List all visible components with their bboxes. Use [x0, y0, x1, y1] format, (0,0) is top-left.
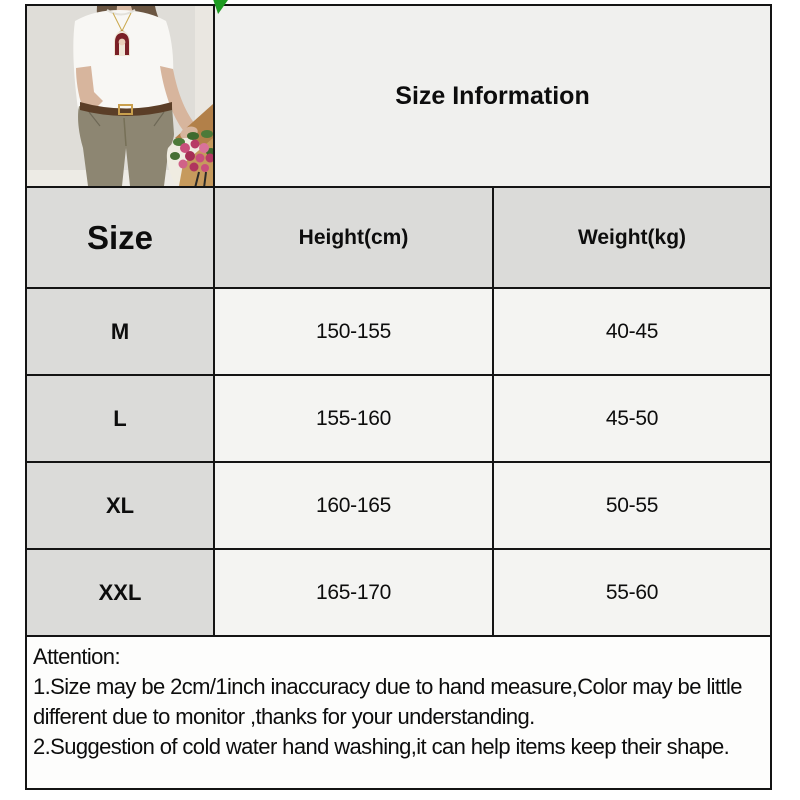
model-photo	[27, 6, 213, 186]
size-label-xl: XL	[27, 463, 213, 548]
attention-note-1: 1.Size may be 2cm/1inch inaccuracy due t…	[33, 674, 742, 729]
size-label-m: M	[27, 289, 213, 374]
weight-value-m: 40-45	[494, 289, 770, 374]
attention-note-2: 2.Suggestion of cold water hand washing,…	[33, 734, 730, 759]
table-title-cell: Size Information	[215, 6, 770, 186]
attention-block: Attention: 1.Size may be 2cm/1inch inacc…	[27, 637, 770, 788]
height-value-l: 155-160	[215, 376, 492, 461]
height-value-xl: 160-165	[215, 463, 492, 548]
height-value-m: 150-155	[215, 289, 492, 374]
weight-value-xxl: 55-60	[494, 550, 770, 635]
weight-value-xl: 50-55	[494, 463, 770, 548]
column-header-height: Height(cm)	[215, 188, 492, 287]
product-photo-cell	[27, 6, 213, 186]
column-header-weight: Weight(kg)	[494, 188, 770, 287]
page-title: Size Information	[395, 81, 590, 110]
size-information-sheet: Size Information Size Height(cm) Weight(…	[25, 4, 772, 790]
size-label-l: L	[27, 376, 213, 461]
attention-label: Attention:	[33, 644, 121, 669]
weight-value-l: 45-50	[494, 376, 770, 461]
column-header-size: Size	[27, 188, 213, 287]
height-value-xxl: 165-170	[215, 550, 492, 635]
size-label-xxl: XXL	[27, 550, 213, 635]
